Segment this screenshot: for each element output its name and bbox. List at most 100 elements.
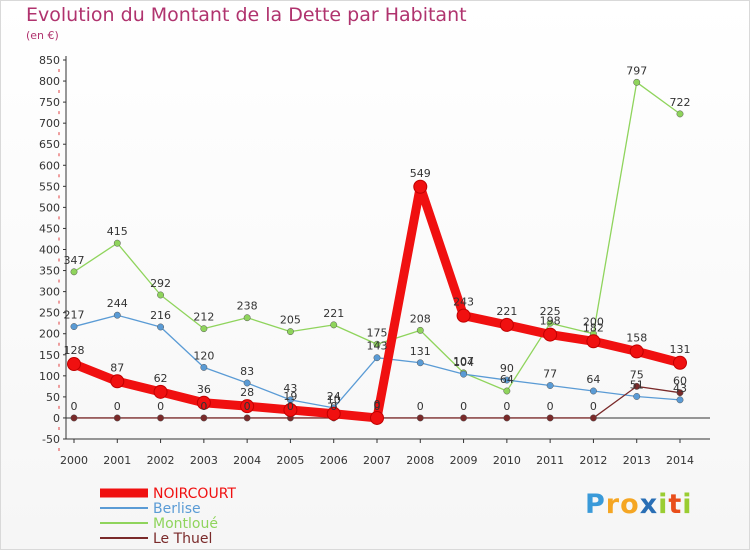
y-tick-label: 50 [46,391,60,404]
data-point [589,387,597,395]
logo-letter: o [620,489,640,520]
data-point [286,328,294,336]
data-point [546,319,554,327]
data-label: 28 [240,386,254,399]
data-label: 120 [193,349,214,362]
data-label: 104 [453,356,474,369]
data-label: 182 [583,321,604,334]
data-label: 415 [107,225,128,238]
y-tick-label: 850 [39,54,60,67]
y-tick-label: 450 [39,222,60,235]
x-tick-label: 2014 [666,454,694,467]
data-label: 0 [374,398,381,411]
data-label: 0 [71,400,78,413]
logo-letter: P [585,489,606,520]
data-point [110,374,125,389]
data-point [633,382,641,390]
data-point [240,399,255,414]
data-point [373,340,381,348]
data-point [676,396,684,404]
x-tick-label: 2004 [233,454,261,467]
data-point [416,326,424,334]
x-tick-label: 2002 [147,454,175,467]
data-point [153,384,168,399]
data-label: 75 [630,368,644,381]
y-tick-label: 0 [53,412,60,425]
x-tick-label: 2009 [450,454,478,467]
y-tick-label: 400 [39,244,60,257]
data-label: 212 [193,311,214,324]
data-label: 205 [280,314,301,327]
data-point [370,410,384,425]
data-label: 77 [543,368,557,381]
data-point [673,355,687,370]
y-tick-label: 550 [39,180,60,193]
data-point [499,317,514,332]
data-point [200,363,208,371]
data-label: 10 [327,394,341,407]
data-point [157,323,165,331]
chart-subtitle: (en €) [26,29,59,42]
data-label: 238 [237,300,258,313]
data-point [243,379,251,387]
x-tick-label: 2001 [103,454,131,467]
logo-letter: t [668,489,683,520]
data-label: 549 [410,167,431,180]
x-tick-label: 2011 [536,454,564,467]
logo-letter: x [639,489,659,520]
data-label: 62 [154,372,168,385]
series-noircourt [67,179,687,425]
data-label: 87 [110,361,124,374]
data-label: 0 [200,400,207,413]
data-point [330,321,338,329]
data-point [460,414,468,422]
y-tick-label: 700 [39,117,60,130]
data-point [157,291,165,299]
data-label: 347 [64,254,85,267]
data-label: 216 [150,309,171,322]
data-label: 128 [64,344,85,357]
data-point [633,393,641,400]
data-label: 0 [330,400,337,413]
data-point [586,334,601,349]
data-label: 143 [367,340,388,353]
y-tick-label: 600 [39,159,60,172]
y-tick-label: 300 [39,286,60,299]
data-label: 36 [197,383,211,396]
data-label: 0 [244,400,251,413]
data-label: 83 [240,365,254,378]
data-label: 797 [626,64,647,77]
data-point [70,323,78,331]
data-label: 60 [673,375,687,388]
series-berlise [70,311,684,412]
logo-letter: i [658,489,669,520]
data-point [157,414,165,422]
data-point [416,359,424,367]
data-point [413,179,428,194]
logo-letter: r [605,489,621,520]
x-tick-label: 2008 [406,454,434,467]
data-label: 208 [410,312,431,325]
legend-label: NOIRCOURT [153,486,236,502]
data-label: 51 [630,378,644,391]
data-labels: 347 415 292 212 238 205 221 175 208 107 64 225 200 79… [64,64,691,413]
data-label: 225 [540,305,561,318]
data-point [416,414,424,422]
data-point [373,354,381,362]
data-label: 158 [626,331,647,344]
data-point [70,268,78,276]
x-tick-label: 2005 [276,454,304,467]
x-tick-label: 2010 [493,454,521,467]
data-label: 0 [590,400,597,413]
data-point [676,110,684,118]
data-point [243,314,251,322]
y-tick-label: 650 [39,138,60,151]
logo-letter: i [682,489,693,520]
y-tick-label: 150 [39,349,60,362]
data-point [546,414,554,422]
data-label: 198 [540,315,561,328]
data-label: 0 [417,400,424,413]
data-point [200,325,208,333]
data-label: 217 [64,309,85,322]
